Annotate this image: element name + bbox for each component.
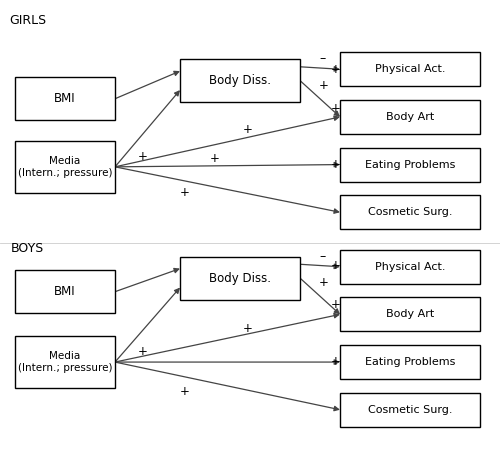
Text: +: + [242, 123, 252, 136]
Bar [340, 345, 480, 379]
Bar [340, 52, 480, 86]
Bar [15, 141, 115, 193]
Text: +: + [331, 355, 341, 368]
Bar [15, 336, 115, 388]
Bar [15, 270, 115, 313]
Text: BMI: BMI [54, 285, 76, 298]
Text: +: + [331, 158, 341, 171]
Text: BMI: BMI [54, 92, 76, 105]
Text: +: + [138, 345, 147, 358]
Text: Cosmetic Surg.: Cosmetic Surg. [368, 405, 452, 415]
Text: –: – [320, 53, 326, 65]
Bar [340, 100, 480, 134]
Text: +: + [331, 102, 341, 114]
Text: +: + [319, 79, 329, 92]
Text: BOYS: BOYS [11, 242, 44, 255]
Text: +: + [138, 150, 147, 163]
Text: +: + [242, 322, 252, 335]
Text: Eating Problems: Eating Problems [365, 357, 455, 367]
Text: Media
(Intern.; pressure): Media (Intern.; pressure) [18, 156, 112, 178]
Text: +: + [319, 276, 329, 289]
Bar [340, 195, 480, 229]
Text: Body Diss.: Body Diss. [209, 271, 271, 285]
Text: +: + [331, 259, 341, 272]
Bar [15, 77, 115, 120]
Bar [340, 393, 480, 427]
Bar [340, 250, 480, 284]
Text: +: + [180, 186, 190, 199]
Text: Body Art: Body Art [386, 112, 434, 122]
Bar [340, 148, 480, 182]
Text: Media
(Intern.; pressure): Media (Intern.; pressure) [18, 351, 112, 373]
Text: +: + [331, 63, 341, 76]
Text: +: + [180, 385, 190, 398]
Bar [180, 59, 300, 102]
Bar [340, 297, 480, 331]
Text: Physical Act.: Physical Act. [375, 64, 446, 74]
Text: Cosmetic Surg.: Cosmetic Surg. [368, 207, 452, 217]
Text: GIRLS: GIRLS [9, 14, 46, 27]
Text: +: + [331, 298, 341, 311]
Bar [180, 257, 300, 300]
Text: Body Diss.: Body Diss. [209, 74, 271, 87]
Text: +: + [210, 153, 220, 165]
Text: Eating Problems: Eating Problems [365, 159, 455, 170]
Text: Physical Act.: Physical Act. [375, 262, 446, 272]
Text: –: – [320, 250, 326, 263]
Text: Body Art: Body Art [386, 309, 434, 320]
